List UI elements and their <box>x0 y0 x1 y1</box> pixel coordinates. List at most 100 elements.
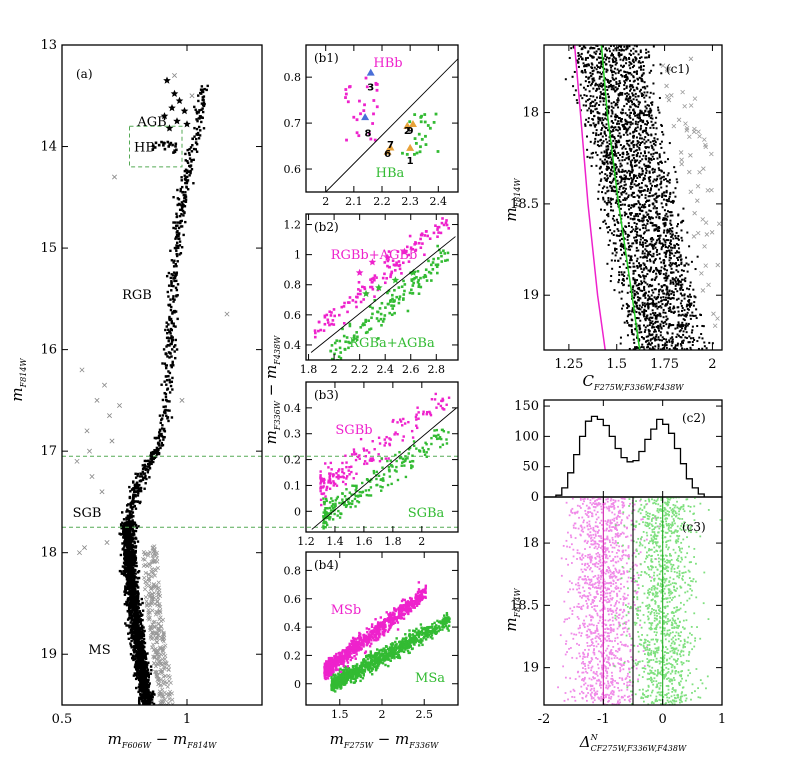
cmd-star <box>172 322 175 325</box>
msa-star <box>359 675 363 679</box>
msa-star <box>362 672 365 676</box>
binary-star <box>146 612 151 617</box>
sgbb-star <box>434 392 437 396</box>
cmd-star <box>129 541 132 544</box>
x-tick-label: 2.4 <box>430 195 448 208</box>
cmd-star <box>172 265 176 268</box>
msa-star <box>441 628 444 631</box>
cmd-star <box>131 624 135 628</box>
msa-star <box>369 664 372 667</box>
cmd-star <box>139 472 143 476</box>
cmd-star <box>122 572 126 575</box>
cmd-star <box>165 379 169 382</box>
hbb-star <box>362 109 366 113</box>
cmd-star <box>137 599 140 603</box>
cmd-star <box>176 260 179 263</box>
sgba-star <box>330 504 334 508</box>
cmd-star <box>132 494 136 498</box>
cmd-star <box>175 236 178 239</box>
cmd-star <box>200 92 203 95</box>
cmd-star <box>157 447 160 451</box>
rgba-star <box>403 283 407 286</box>
cmd-star <box>125 529 128 533</box>
binary-star <box>155 595 161 600</box>
cmd-star <box>135 646 138 649</box>
sgbb-star <box>358 454 361 457</box>
binary-star <box>166 692 171 697</box>
msa-star <box>392 653 395 657</box>
cmd-star <box>122 536 125 539</box>
msa-star <box>384 651 387 655</box>
cmd-star <box>183 211 186 215</box>
cmd-star <box>126 586 129 590</box>
binary-star <box>170 697 175 702</box>
binary-star <box>156 580 161 585</box>
cmd-star <box>143 641 147 645</box>
binary-star <box>161 631 166 637</box>
cmd-star <box>142 688 145 692</box>
msa-star <box>447 629 450 632</box>
cmd-star <box>168 381 172 384</box>
msb-star <box>378 633 382 636</box>
cmd-star <box>135 602 138 605</box>
cmd-star <box>134 677 138 681</box>
msa-star <box>376 663 380 667</box>
sgba-star <box>325 523 329 527</box>
rgbb-star <box>322 329 326 332</box>
cmd-star <box>202 98 205 102</box>
sgbb-star <box>403 422 407 425</box>
rgbb-star <box>329 314 333 317</box>
rgbb-star <box>441 217 444 220</box>
sgbb-star <box>328 472 331 475</box>
cmd-star <box>125 523 128 526</box>
msa-star <box>404 643 407 646</box>
binary-star <box>166 667 171 672</box>
msa-star <box>434 626 437 629</box>
cmd-star <box>201 107 204 110</box>
msa-star <box>412 635 415 639</box>
rgba-star <box>431 261 435 264</box>
hbb-star <box>359 112 362 116</box>
cmd-star <box>135 686 138 690</box>
msa-star <box>373 658 377 661</box>
cmd-star <box>140 634 143 638</box>
cmd-star <box>138 655 141 659</box>
msa-star <box>436 619 439 623</box>
msa-star <box>415 631 418 634</box>
cmd-star <box>140 650 144 654</box>
cmd-star <box>142 691 145 694</box>
dividing-line <box>325 58 458 192</box>
sgba-star <box>331 518 335 521</box>
msa-star <box>348 668 351 672</box>
cmd-star <box>197 111 200 114</box>
msb-star <box>399 610 403 613</box>
msb-star <box>366 630 369 634</box>
cmd-star <box>185 175 189 179</box>
cmd-star <box>129 506 132 509</box>
hba-star <box>405 152 409 156</box>
panel-frame-b2 <box>305 213 459 361</box>
sgba-star <box>322 522 325 525</box>
msb-star <box>379 623 382 626</box>
rgba-star <box>393 288 396 292</box>
cmd-star <box>171 297 175 300</box>
msa-star <box>369 659 373 663</box>
cmd-star <box>168 351 172 355</box>
cmd-star <box>186 160 189 163</box>
sgba-star <box>323 508 327 512</box>
cmd-star <box>126 514 130 518</box>
msa-star <box>430 631 434 635</box>
cmd-star <box>194 148 198 151</box>
msb-star <box>339 670 343 674</box>
cmd-star <box>145 692 148 695</box>
cmd-star <box>160 418 163 421</box>
msb-star <box>390 618 394 621</box>
cmd-star <box>129 526 133 530</box>
rgba-star <box>361 323 364 327</box>
cmd-star <box>131 533 134 536</box>
cmd-star <box>134 657 137 661</box>
cmd-star <box>142 665 145 668</box>
cmd-star <box>144 482 147 485</box>
rgba-star <box>345 336 349 339</box>
cmd-star <box>134 649 138 653</box>
